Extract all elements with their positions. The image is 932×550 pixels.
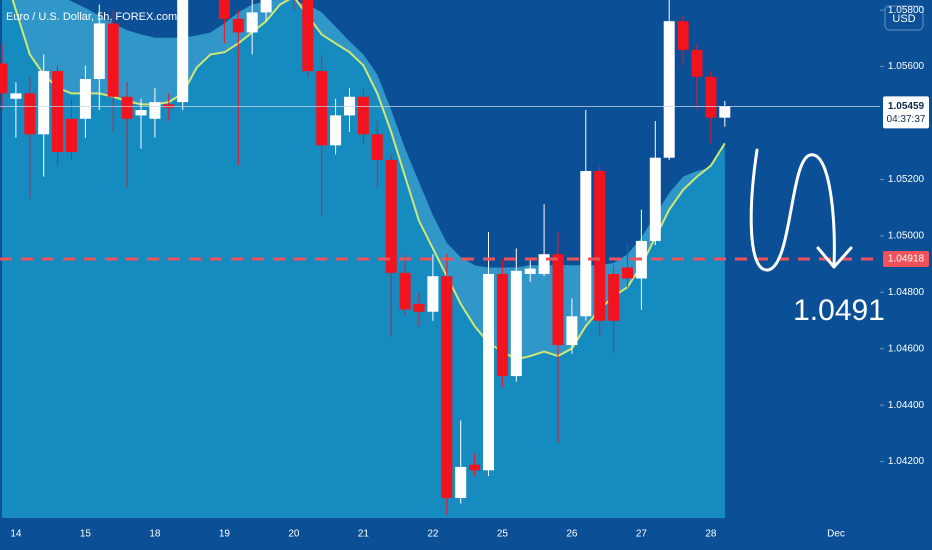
x-tick-label: 27 — [636, 529, 648, 540]
y-tick-label: 1.05200 — [888, 174, 925, 185]
candle-body — [232, 18, 244, 33]
candle-body — [302, 0, 314, 72]
candle-body — [385, 159, 397, 273]
arrow-head — [816, 246, 853, 269]
countdown: 04:37:37 — [887, 114, 926, 125]
x-tick-label: 18 — [149, 529, 161, 540]
x-tick-label: 26 — [566, 529, 578, 540]
candle-body — [218, 0, 230, 19]
x-tick-label: 20 — [288, 529, 300, 540]
candle-body — [399, 272, 411, 310]
candle-body — [371, 134, 383, 160]
candle-body — [79, 78, 91, 119]
y-tick-label: 1.04800 — [888, 287, 925, 298]
candle-body — [691, 49, 703, 77]
candle-body — [427, 276, 439, 312]
candle-body — [66, 118, 77, 153]
y-tick-label: 1.04400 — [888, 400, 925, 411]
candle-body — [455, 466, 467, 498]
candle-body — [496, 273, 508, 377]
candle-body — [52, 71, 64, 153]
level-label-box — [883, 251, 929, 267]
candle-body — [580, 170, 592, 317]
candle-body — [260, 0, 272, 13]
candle-body — [677, 21, 689, 50]
candle-body — [594, 170, 606, 321]
candle-body — [316, 71, 328, 146]
candle-body — [10, 93, 22, 99]
candle-body — [330, 115, 342, 146]
candle-body — [524, 268, 536, 274]
candle-body — [149, 102, 161, 119]
candle-body — [719, 106, 731, 118]
y-tick-label: 1.05000 — [888, 231, 925, 242]
x-tick-label: 22 — [427, 529, 439, 540]
candle-body — [483, 273, 494, 471]
candle-body — [538, 254, 550, 274]
price-label: 1.05459 — [888, 101, 925, 112]
x-tick-label: 28 — [705, 529, 717, 540]
candle-body — [246, 12, 258, 33]
candle-body — [177, 0, 189, 103]
currency-button[interactable] — [884, 5, 924, 31]
x-tick-label: 14 — [10, 529, 22, 540]
plot-area — [0, 0, 880, 518]
annotation: 1.0491 — [793, 294, 885, 327]
candle-body — [38, 71, 50, 135]
candle-body — [649, 157, 661, 241]
candle-body — [566, 316, 578, 346]
price-label-box — [883, 96, 929, 129]
candle-body — [441, 276, 453, 498]
candle-body — [357, 96, 369, 135]
x-tick-label: 19 — [219, 529, 231, 540]
candle-body — [663, 21, 675, 158]
y-tick-label: 1.04200 — [888, 456, 925, 467]
candle-body — [552, 254, 564, 346]
candle-body — [608, 273, 620, 321]
candle-body — [121, 96, 133, 119]
level-label: 1.04918 — [888, 254, 925, 265]
candle-body — [135, 110, 147, 116]
candle-body — [24, 93, 36, 135]
candle-body — [705, 76, 717, 118]
y-tick-label: 1.04600 — [888, 343, 925, 354]
candle-body — [107, 23, 119, 97]
arrow — [749, 148, 836, 272]
candle-body — [510, 270, 522, 377]
candle-body — [93, 23, 105, 79]
x-tick-label: 25 — [497, 529, 509, 540]
currency-label[interactable]: USD — [892, 13, 915, 25]
candle-body — [413, 303, 425, 312]
candle-body — [0, 63, 8, 94]
x-tick-label: 15 — [80, 529, 92, 540]
y-tick-label: 1.05800 — [888, 5, 925, 16]
candle-body — [469, 464, 481, 471]
x-tick-label: 21 — [358, 529, 370, 540]
y-tick-label: 1.05600 — [888, 61, 925, 72]
x-tick-label: Dec — [827, 529, 845, 540]
candle-body — [622, 267, 633, 279]
chart-title: Euro / U.S. Dollar, 5h, FOREX.com — [6, 11, 177, 23]
